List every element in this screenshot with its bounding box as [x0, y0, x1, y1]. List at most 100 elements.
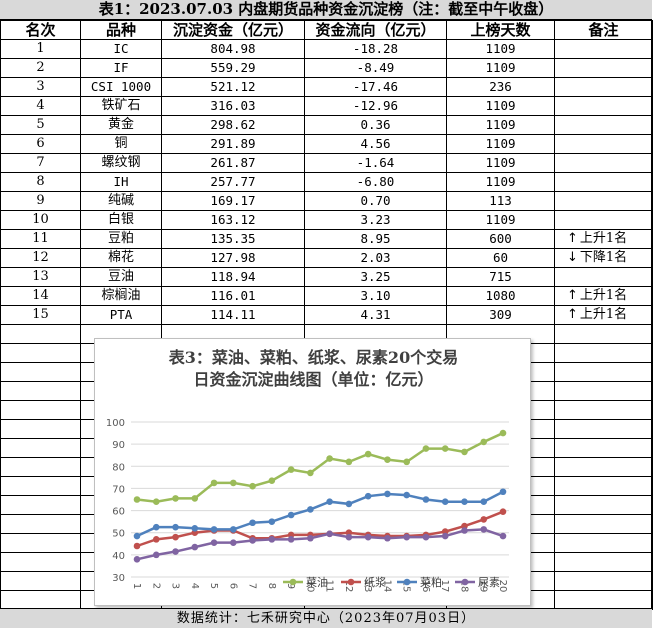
arrow-up-icon: ↑ — [567, 231, 578, 246]
data-point — [307, 506, 314, 513]
name-cell: 铁矿石 — [80, 96, 162, 116]
empty-cell — [0, 400, 81, 420]
data-point — [364, 450, 372, 458]
name-cell: 豆粕 — [80, 229, 162, 249]
legend-swatch-marker — [461, 578, 469, 586]
x-tick-label: 13 — [362, 580, 373, 593]
flow-cell: -17.46 — [304, 77, 447, 97]
empty-cell — [0, 476, 81, 496]
empty-cell — [554, 533, 653, 553]
x-tick-label: 10 — [304, 580, 315, 593]
data-point — [210, 539, 218, 546]
empty-cell — [554, 590, 653, 610]
rank-cell: 14 — [0, 286, 81, 306]
flow-cell: 2.03 — [304, 248, 447, 268]
table-row: 8 IH 257.77 -6.80 1109 — [0, 172, 653, 192]
table-row: 4 铁矿石 316.03 -12.96 1109 — [0, 96, 653, 116]
name-cell: 白银 — [80, 210, 162, 230]
rank-cell: 12 — [0, 248, 81, 268]
series-line-0 — [136, 431, 504, 503]
flow-cell: 0.70 — [304, 191, 447, 211]
empty-cell — [0, 571, 81, 591]
legend-swatch-marker — [347, 578, 355, 586]
days-cell: 1109 — [446, 115, 555, 135]
flow-cell: 3.23 — [304, 210, 447, 230]
name-cell: 铜 — [80, 134, 162, 154]
data-point — [441, 532, 449, 540]
empty-cell — [554, 419, 653, 439]
data-point — [480, 526, 488, 533]
legend-label: 尿素 — [478, 576, 500, 589]
table-row: 10 白银 163.12 3.23 1109 — [0, 210, 653, 230]
data-point — [172, 548, 179, 555]
data-point — [326, 498, 333, 506]
y-tick-label: 70 — [112, 484, 125, 495]
flow-cell: -12.96 — [304, 96, 447, 116]
empty-cell — [554, 552, 653, 572]
table-row: 15 PTA 114.11 4.31 309 ↑ 上升1名 — [0, 305, 653, 325]
data-point — [326, 530, 333, 538]
data-point — [403, 458, 410, 466]
data-point — [364, 533, 372, 541]
table-row: 14 棕榈油 116.01 3.10 1080 ↑ 上升1名 — [0, 286, 653, 306]
table-row: 3 CSI 1000 521.12 -17.46 236 — [0, 77, 653, 97]
note-cell — [554, 191, 653, 211]
header-name: 品种 — [80, 20, 162, 40]
y-tick-label: 60 — [112, 507, 125, 518]
table-row: 6 铜 291.89 4.56 1109 — [0, 134, 653, 154]
data-point — [172, 495, 179, 502]
rank-cell: 6 — [0, 134, 81, 154]
data-point — [345, 458, 353, 466]
empty-cell — [0, 457, 81, 477]
name-cell: IF — [80, 58, 162, 78]
data-point — [287, 536, 295, 543]
rank-cell: 13 — [0, 267, 81, 287]
data-point — [230, 526, 237, 533]
empty-cell — [0, 381, 81, 401]
data-point — [384, 534, 391, 542]
y-tick-label: 40 — [112, 551, 125, 562]
data-point — [287, 511, 295, 519]
sediment-cell: 118.94 — [161, 267, 305, 287]
sediment-cell: 559.29 — [161, 58, 305, 78]
data-point — [249, 519, 256, 527]
flow-cell: 3.10 — [304, 286, 447, 306]
days-cell: 1109 — [446, 134, 555, 154]
days-cell: 236 — [446, 77, 555, 97]
data-point — [133, 542, 141, 550]
sediment-cell: 298.62 — [161, 115, 305, 135]
empty-cell — [554, 362, 653, 382]
rank-cell: 9 — [0, 191, 81, 211]
data-point — [249, 537, 256, 544]
x-tick-label: 1 — [131, 583, 142, 589]
arrow-up-icon: ↑ — [567, 307, 578, 322]
days-cell: 1109 — [446, 39, 555, 59]
note-cell: ↓ 下降1名 — [554, 248, 653, 268]
legend-label: 纸浆 — [364, 575, 386, 589]
note-text: 上升1名 — [579, 307, 628, 322]
note-cell — [554, 58, 653, 78]
data-point — [268, 477, 276, 484]
x-tick-label: 16 — [420, 580, 431, 593]
x-tick-label: 19 — [478, 580, 489, 593]
data-point — [268, 536, 276, 543]
chart-title-line-2: 日资金沉淀曲线图（单位：亿元） — [193, 370, 434, 389]
sediment-cell: 116.01 — [161, 286, 305, 306]
note-cell: ↑ 上升1名 — [554, 229, 653, 249]
table-row: 9 纯碱 169.17 0.70 113 — [0, 191, 653, 211]
table-row: 2 IF 559.29 -8.49 1109 — [0, 58, 653, 78]
sediment-cell: 127.98 — [161, 248, 305, 268]
line-chart: 表3：菜油、菜粕、纸浆、尿素20个交易 日资金沉淀曲线图（单位：亿元） 30 40… — [94, 338, 531, 606]
data-point — [384, 490, 391, 498]
x-tick-label: 20 — [497, 580, 508, 593]
rank-cell: 2 — [0, 58, 81, 78]
data-point — [499, 429, 507, 437]
note-cell: ↑ 上升1名 — [554, 286, 653, 306]
empty-cell — [0, 343, 81, 363]
data-point — [152, 523, 160, 531]
sediment-cell: 804.98 — [161, 39, 305, 59]
note-cell — [554, 115, 653, 135]
x-tick-label: 4 — [189, 583, 200, 589]
name-cell: PTA — [80, 305, 162, 325]
data-point — [249, 482, 256, 490]
